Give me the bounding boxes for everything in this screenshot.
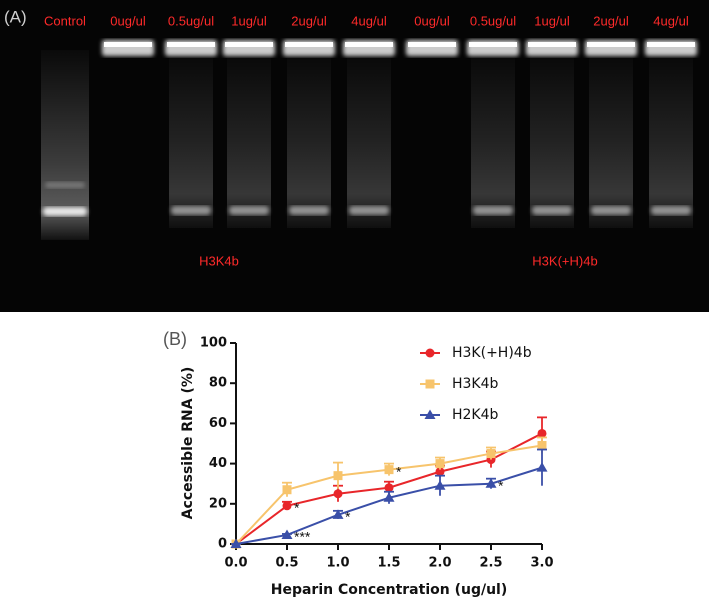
- marker: [230, 538, 242, 548]
- y-tick-label: 20: [209, 496, 227, 511]
- x-tick-label: 0.5: [275, 556, 298, 571]
- legend-marker: [425, 348, 435, 358]
- marker: [434, 480, 446, 490]
- legend-label: H2K4b: [452, 407, 499, 423]
- well-top: [104, 42, 152, 47]
- band: [43, 207, 87, 216]
- panel-label: (A): [4, 7, 27, 26]
- band: [229, 206, 269, 215]
- band: [651, 206, 691, 215]
- y-tick-label: 60: [209, 416, 227, 431]
- marker: [537, 428, 547, 438]
- significance-label: *: [498, 477, 504, 493]
- marker: [435, 467, 445, 477]
- significance-label: ***: [294, 529, 311, 545]
- group-label: H3K4b: [199, 253, 239, 268]
- smear: [287, 58, 331, 228]
- well-top: [408, 42, 456, 47]
- x-tick-label: 2.5: [479, 556, 502, 571]
- significance-label: *: [294, 500, 300, 516]
- x-tick-label: 0.0: [224, 556, 247, 571]
- marker: [536, 462, 548, 472]
- legend-marker: [425, 379, 435, 389]
- band: [473, 206, 513, 215]
- marker: [485, 478, 497, 488]
- well-top: [285, 42, 333, 47]
- group-label: H3K(+H)4b: [532, 253, 597, 268]
- smear: [589, 58, 633, 228]
- marker: [486, 449, 496, 459]
- lane-label: Control: [44, 13, 86, 28]
- lane-label: 2ug/ul: [291, 13, 327, 28]
- smear: [227, 58, 271, 228]
- lane-label: 1ug/ul: [231, 13, 267, 28]
- marker: [537, 441, 547, 451]
- marker: [282, 501, 292, 511]
- series-line: [235, 466, 543, 545]
- marker: [384, 483, 394, 493]
- smear: [530, 58, 574, 228]
- significance-label: *: [396, 463, 402, 479]
- band: [532, 206, 572, 215]
- y-tick-label: 0: [218, 537, 227, 552]
- lane-label: 0.5ug/ul: [168, 13, 214, 28]
- well-top: [469, 42, 517, 47]
- y-tick-label: 40: [209, 456, 227, 471]
- y-tick-label: 100: [200, 336, 227, 351]
- legend-marker: [424, 409, 436, 419]
- lane-label: 4ug/ul: [351, 13, 387, 28]
- smear: [471, 58, 515, 228]
- lane-label: 0.5ug/ul: [470, 13, 516, 28]
- panel-label: (B): [163, 329, 187, 349]
- well-top: [345, 42, 393, 47]
- smear: [649, 58, 693, 228]
- legend-label: H3K(+H)4b: [452, 345, 532, 361]
- lane-label: 2ug/ul: [593, 13, 629, 28]
- band: [45, 182, 85, 188]
- x-tick-label: 2.0: [428, 556, 451, 571]
- band: [349, 206, 389, 215]
- lane-label: 4ug/ul: [653, 13, 689, 28]
- x-tick-label: 3.0: [530, 556, 553, 571]
- marker: [332, 509, 344, 519]
- well-top: [167, 42, 215, 47]
- marker: [383, 492, 395, 502]
- legend-label: H3K4b: [452, 376, 499, 392]
- well-top: [225, 42, 273, 47]
- marker: [282, 485, 292, 495]
- well-top: [528, 42, 576, 47]
- y-axis-title: Accessible RNA (%): [180, 367, 196, 520]
- marker: [435, 459, 445, 469]
- marker: [281, 529, 293, 539]
- y-tick-label: 80: [209, 376, 227, 391]
- band: [591, 206, 631, 215]
- lane-label: 1ug/ul: [534, 13, 570, 28]
- lane-label: 0ug/ul: [110, 13, 146, 28]
- smear: [347, 58, 391, 228]
- well-top: [587, 42, 635, 47]
- x-tick-label: 1.0: [326, 556, 349, 571]
- gel-lanes: [41, 40, 697, 240]
- marker: [333, 471, 343, 481]
- band: [289, 206, 329, 215]
- significance-label: *: [345, 509, 351, 525]
- x-tick-label: 1.5: [377, 556, 400, 571]
- lane-label: 0ug/ul: [414, 13, 450, 28]
- marker: [384, 465, 394, 475]
- smear: [169, 58, 213, 228]
- x-axis-title: Heparin Concentration (ug/ul): [271, 582, 508, 598]
- well-top: [647, 42, 695, 47]
- marker: [333, 489, 343, 499]
- band: [171, 206, 211, 215]
